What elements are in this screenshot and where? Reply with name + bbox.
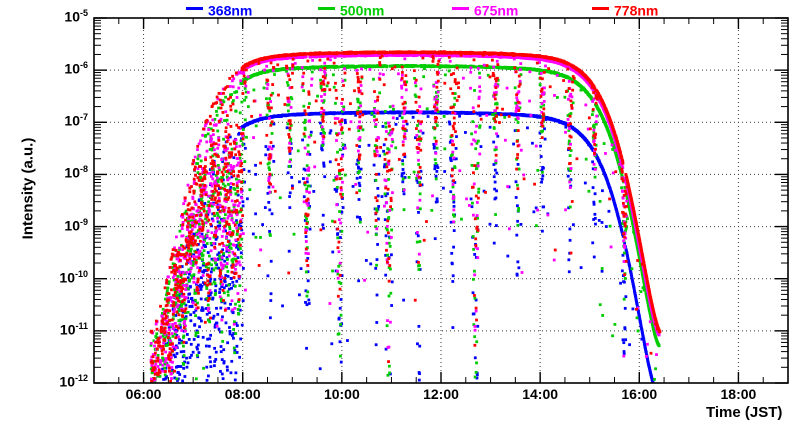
chart-legend: 368nm 500nm 675nm 778nm	[0, 0, 800, 18]
legend-item-368nm: 368nm	[186, 0, 252, 18]
legend-swatch-icon	[186, 7, 203, 11]
legend-item-500nm: 500nm	[318, 0, 384, 18]
x-tick-label: 06:00	[125, 386, 162, 402]
y-tick-label: 10-5	[64, 8, 88, 25]
x-tick-label: 08:00	[224, 386, 261, 402]
legend-label: 778nm	[614, 2, 659, 19]
x-tick-label: 18:00	[720, 386, 757, 402]
legend-label: 675nm	[474, 2, 519, 19]
legend-label: 368nm	[208, 2, 253, 19]
y-axis-tick-labels: 10-5 10-6 10-7 10-8 10-9 10-10 10-11 10-12	[30, 0, 88, 427]
legend-label: 500nm	[340, 2, 385, 19]
legend-swatch-icon	[592, 7, 609, 11]
y-tick-label: 10-8	[64, 164, 88, 182]
y-tick-label: 10-12	[59, 373, 88, 390]
x-axis-tick-labels: 06:00 08:00 10:00 12:00 14:00 16:00 18:00	[0, 386, 800, 406]
y-tick-label: 10-7	[64, 112, 88, 129]
x-tick-label: 16:00	[621, 386, 658, 402]
y-tick-label: 10-6	[64, 60, 88, 77]
legend-swatch-icon	[318, 7, 335, 11]
legend-item-778nm: 778nm	[592, 0, 658, 18]
y-tick-label: 10-11	[59, 320, 88, 338]
x-tick-label: 12:00	[423, 386, 459, 402]
x-tick-label: 10:00	[323, 386, 360, 402]
x-axis-title: Time (JST)	[706, 404, 783, 421]
y-tick-label: 10-9	[64, 216, 88, 234]
legend-swatch-icon	[452, 7, 469, 11]
legend-item-675nm: 675nm	[452, 0, 518, 18]
y-tick-label: 10-10	[59, 268, 88, 286]
x-tick-label: 14:00	[522, 386, 559, 402]
